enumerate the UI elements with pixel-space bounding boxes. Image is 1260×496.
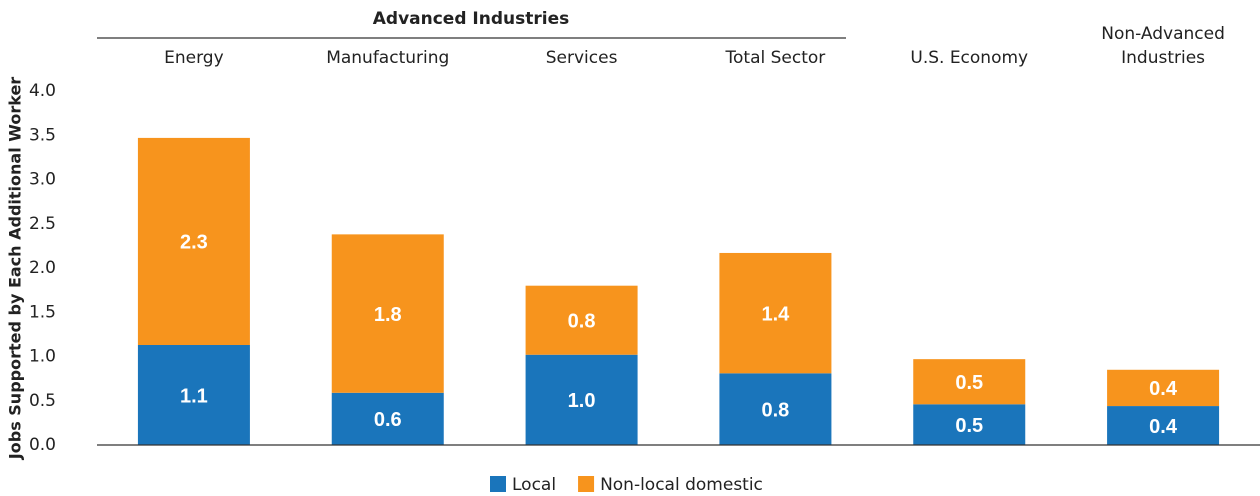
y-tick-label: 2.0 — [29, 258, 56, 278]
bar-segment — [525, 354, 638, 445]
value-label: 0.8 — [568, 310, 596, 332]
value-label: 1.4 — [762, 303, 791, 325]
value-label: 0.5 — [955, 372, 983, 394]
y-axis-title: Jobs Supported by Each Additional Worker — [6, 77, 25, 461]
value-label: 1.0 — [568, 390, 596, 412]
x-tick-label: Energy — [164, 48, 224, 68]
value-label: 1.8 — [374, 304, 402, 326]
bar-segment — [525, 285, 638, 355]
legend-label: Local — [512, 475, 556, 495]
y-tick-label: 1.0 — [29, 347, 56, 367]
bar-segment — [719, 252, 832, 374]
value-label: 0.4 — [1149, 378, 1178, 400]
legend-swatch — [578, 476, 595, 492]
x-tick-label: U.S. Economy — [910, 48, 1029, 68]
y-tick-label: 3.0 — [29, 170, 56, 190]
y-tick-label: 1.5 — [29, 302, 56, 322]
bar-segment — [913, 404, 1026, 445]
bar-segment — [719, 373, 832, 445]
legend-swatch — [490, 476, 506, 492]
y-tick-label: 0.0 — [29, 435, 56, 455]
bar-segment — [913, 359, 1026, 405]
value-label: 0.6 — [374, 409, 402, 431]
bar-segment — [137, 344, 250, 445]
x-tick-label: Manufacturing — [326, 48, 450, 68]
x-tick-label: Non-Advanced Industries — [1101, 24, 1225, 68]
y-tick-label: 4.0 — [29, 81, 56, 101]
x-tick-label: Services — [545, 48, 618, 68]
bar-segment — [331, 392, 444, 445]
y-tick-label: 3.5 — [29, 125, 56, 145]
group-label: Advanced Industries — [373, 9, 569, 29]
value-label: 1.1 — [180, 385, 208, 407]
legend-label: Non-local domestic — [600, 475, 763, 495]
value-label: 0.5 — [955, 415, 983, 437]
x-tick-label: Total Sector — [725, 48, 826, 68]
bar-segment — [137, 137, 250, 345]
bar-segment — [1107, 369, 1220, 407]
bar-segment — [331, 234, 444, 393]
y-tick-label: 2.5 — [29, 214, 56, 234]
value-label: 0.4 — [1149, 416, 1178, 438]
value-label: 2.3 — [180, 232, 208, 254]
value-label: 0.8 — [762, 399, 790, 421]
y-tick-label: 0.5 — [29, 391, 56, 411]
bar-segment — [1107, 406, 1220, 445]
